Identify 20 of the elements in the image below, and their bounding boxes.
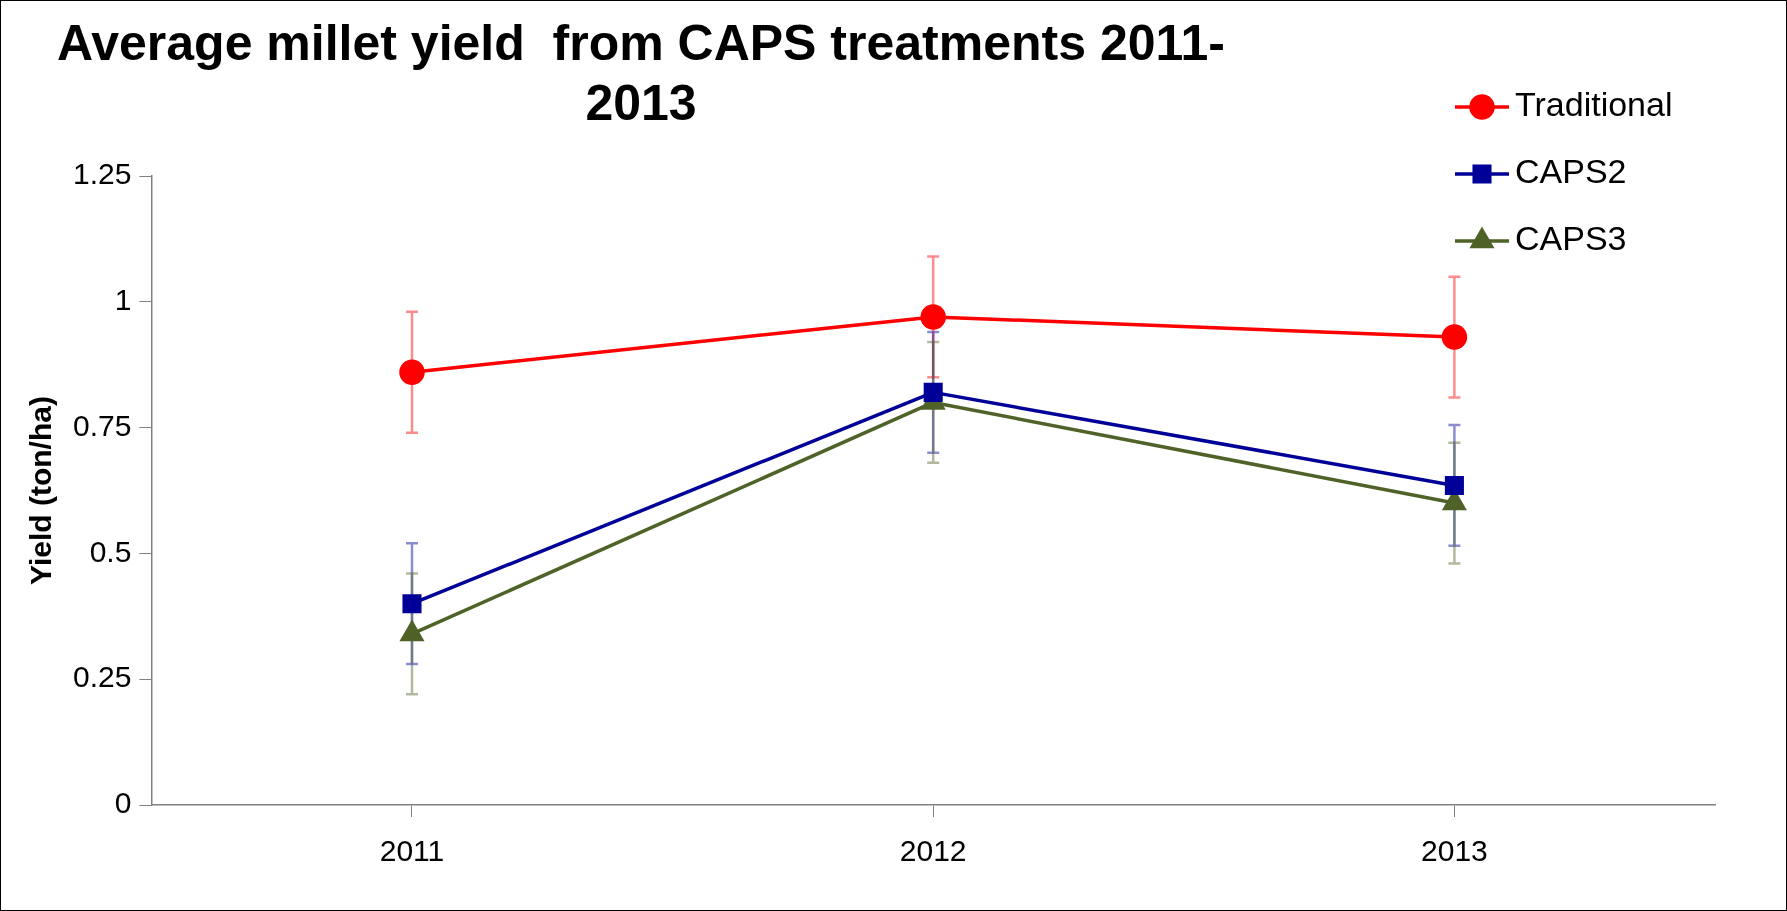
y-tick-label: 0: [114, 786, 132, 820]
y-axis-title: Yield (ton/ha): [24, 396, 58, 585]
y-tick-label: 0.25: [73, 660, 132, 694]
point: [920, 304, 946, 330]
legend-label: Traditional: [1515, 85, 1673, 124]
y-tick-label: 0.75: [73, 408, 132, 442]
legend-label: CAPS3: [1515, 219, 1627, 258]
point: [1444, 475, 1464, 495]
legend-label: CAPS2: [1515, 152, 1627, 191]
point: [1441, 324, 1468, 350]
y-tick-label: 1: [114, 283, 132, 317]
y-tick-label: 0.5: [89, 534, 132, 568]
point: [399, 359, 425, 385]
x-tick-label: 2011: [379, 834, 445, 868]
y-tick-label: 1.25: [73, 157, 132, 191]
x-tick-label: 2012: [899, 834, 967, 868]
point: [923, 382, 943, 402]
x-tick-label: 2013: [1421, 834, 1488, 868]
point: [400, 621, 424, 642]
chart-title: Average millet yield from CAPS treatments 2011-2013: [55, 14, 1226, 133]
